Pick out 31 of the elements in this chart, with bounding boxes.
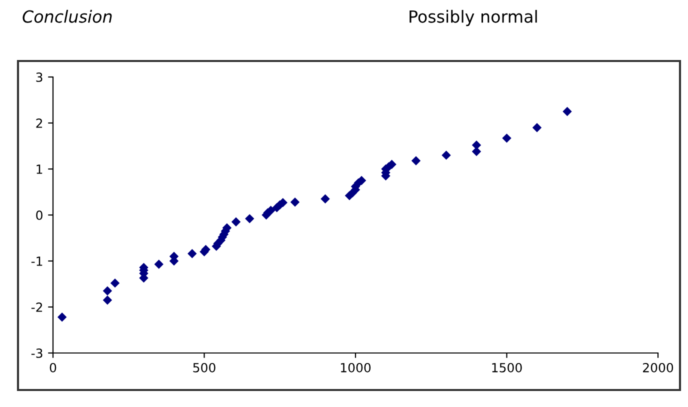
text: Conclusion [22, 10, 112, 23]
x-tick-label: 500 [193, 362, 216, 372]
x-tick-label: 1000 [340, 362, 371, 372]
point [472, 140, 482, 150]
y-tick-label: 3 [36, 72, 42, 82]
point [188, 249, 197, 258]
point [57, 312, 67, 322]
point [290, 198, 300, 207]
point [442, 150, 451, 160]
x-tick-label: 1500 [492, 362, 522, 372]
point [532, 122, 542, 132]
text: Possibly normal [410, 10, 537, 26]
point [320, 194, 330, 204]
y-tick-label: -2 [31, 302, 42, 312]
y-tick-label: 2 [36, 118, 42, 128]
y-tick-label: -1 [31, 256, 42, 266]
point [472, 146, 482, 156]
point [102, 295, 112, 305]
point [110, 278, 120, 288]
x-tick-label: 2000 [643, 362, 674, 372]
point [154, 260, 164, 269]
y-tick-label: 0 [36, 210, 42, 220]
point [245, 214, 254, 224]
point [231, 217, 241, 227]
x-tick-label: 0 [50, 362, 56, 372]
point [502, 134, 512, 143]
y-tick-label: -3 [31, 348, 42, 358]
point [411, 156, 421, 166]
y-tick-label: 1 [36, 164, 42, 174]
point [562, 106, 572, 116]
point [102, 286, 112, 296]
